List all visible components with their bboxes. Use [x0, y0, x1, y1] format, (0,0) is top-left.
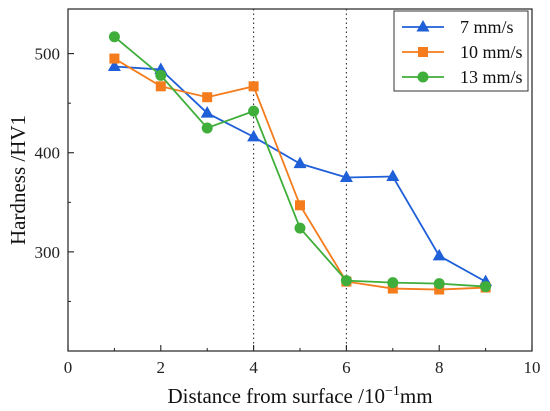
data-point	[107, 59, 121, 71]
legend: 7 mm/s 10 mm/s 13 mm/s	[393, 10, 529, 92]
data-point	[339, 170, 353, 183]
x-axis-title-text: Distance from surface /10	[167, 384, 385, 408]
data-point	[109, 53, 120, 64]
y-axis-title: Hardness /HV1	[6, 115, 30, 245]
legend-item: 13 mm/s	[402, 67, 523, 87]
series-2	[109, 53, 491, 295]
y-tick-label: 400	[35, 144, 61, 163]
data-point	[432, 248, 446, 261]
x-tick-label: 6	[342, 358, 351, 377]
x-tick-label: 10	[524, 358, 541, 377]
data-point	[248, 105, 260, 117]
legend-marker	[418, 47, 428, 57]
x-axis-title: Distance from surface /10−1mm	[167, 384, 432, 408]
legend-item: 10 mm/s	[402, 42, 523, 62]
series-line	[114, 65, 487, 283]
data-point	[248, 81, 259, 92]
legend-item: 7 mm/s	[402, 17, 514, 37]
y-tick-label: 300	[35, 243, 61, 262]
data-point	[294, 222, 306, 234]
data-point	[155, 69, 167, 81]
data-point	[108, 31, 120, 43]
data-point	[340, 275, 352, 287]
axis-ticks: 0 2 4 6 8 10 300 400 500	[35, 45, 541, 377]
x-tick-label: 4	[249, 358, 258, 377]
reference-lines	[253, 9, 347, 351]
data-point	[155, 81, 166, 92]
series-1	[107, 59, 493, 287]
series-layer	[107, 31, 493, 295]
series-3	[108, 31, 492, 293]
data-point	[387, 277, 399, 289]
series-line	[113, 57, 486, 291]
data-point	[387, 283, 398, 294]
data-point	[201, 122, 213, 134]
legend-label: 7 mm/s	[460, 17, 514, 37]
legend-label: 10 mm/s	[460, 42, 523, 62]
data-point	[200, 106, 214, 118]
legend-marker	[417, 71, 429, 83]
data-point	[433, 278, 445, 290]
data-point	[386, 169, 400, 182]
x-tick-label: 0	[64, 358, 73, 377]
data-point	[202, 92, 213, 103]
data-point	[295, 200, 305, 211]
x-tick-label: 2	[157, 358, 166, 377]
x-axis-title-unit: mm	[400, 384, 433, 408]
data-point	[434, 284, 445, 295]
y-tick-label: 500	[35, 45, 61, 64]
x-axis-title-exponent: −1	[385, 384, 400, 399]
data-point	[247, 129, 261, 142]
data-point	[480, 281, 492, 293]
data-point	[293, 156, 307, 169]
x-tick-label: 8	[435, 358, 444, 377]
legend-marker	[416, 20, 430, 32]
legend-label: 13 mm/s	[460, 67, 523, 87]
